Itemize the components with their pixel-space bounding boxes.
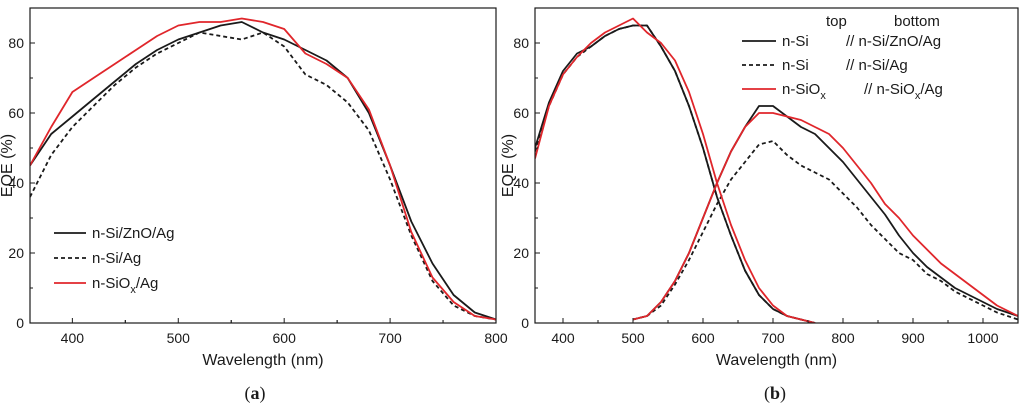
y-tick-label: 20: [8, 245, 24, 261]
panel-b-plot-frame: [534, 7, 1019, 324]
y-tick-label: 60: [8, 105, 24, 121]
x-tick-label: 500: [621, 330, 645, 346]
x-tick-label: 1000: [967, 330, 998, 346]
y-tick-label: 80: [8, 35, 24, 51]
panel-b-y-ticks: 0 20 40 60 80: [513, 35, 540, 331]
y-tick-label: 20: [513, 245, 529, 261]
y-tick-label: 60: [513, 105, 529, 121]
panel-a-chart: 400 500 600 700 800 0 20 40 60 80 Wavelength (nm…: [0, 7, 508, 404]
legend-label: n-Si/ZnO/Ag: [92, 225, 175, 242]
legend-header-bottom: bottom: [894, 13, 940, 30]
panel-b-x-axis-title: Wavelength (nm): [716, 352, 837, 369]
panel-b-label: (b): [764, 383, 786, 404]
y-tick-label: 0: [16, 315, 24, 331]
panel-a-x-ticks: 400 500 600 700 800: [61, 318, 508, 346]
panel-a-y-ticks: 0 20 40 60 80: [8, 35, 35, 331]
series-line-n-si-n-si-ag-top-: [535, 24, 816, 323]
legend-label: n-Si// n-Si/Ag: [782, 57, 908, 74]
legend-label: n-Si// n-Si/ZnO/Ag: [782, 33, 941, 50]
y-tick-label: 40: [513, 175, 529, 191]
series-line-n-si-n-si-ag-bottom-: [632, 140, 1018, 321]
x-tick-label: 900: [901, 330, 925, 346]
x-tick-label: 600: [691, 330, 715, 346]
panel-a-plot-frame: [29, 7, 497, 324]
series-line-n-siox-n-siox-ag-top-: [535, 17, 816, 323]
series-line-n-si-n-si-zno-ag-bottom-: [632, 105, 1018, 321]
x-tick-label: 600: [273, 330, 297, 346]
x-tick-label: 500: [167, 330, 191, 346]
panel-a-y-axis-title: EQE (%): [0, 134, 16, 197]
y-tick-label: 40: [8, 175, 24, 191]
x-tick-label: 400: [61, 330, 85, 346]
series-line-n-siox-n-siox-ag-bottom-: [632, 112, 1018, 321]
panel-a-legend: n-Si/ZnO/Ag n-Si/Ag n-SiOx/Ag: [54, 225, 175, 296]
series-line-n-si-n-si-zno-ag-top-: [535, 24, 816, 323]
legend-label: n-SiOx// n-SiOx/Ag: [782, 81, 943, 102]
x-tick-label: 800: [484, 330, 508, 346]
x-tick-label: 800: [831, 330, 855, 346]
panel-b-series-group: [535, 17, 1018, 323]
series-line-n-si-ag: [30, 31, 496, 321]
y-tick-label: 0: [521, 315, 529, 331]
panel-b-y-axis-title: EQE (%): [500, 134, 517, 197]
panel-b-legend: top bottom n-Si// n-Si/ZnO/Ag n-Si// n-Si/A…: [742, 13, 943, 102]
panel-a-series-group: [30, 17, 496, 321]
legend-header-top: top: [826, 13, 847, 30]
legend-label: n-Si/Ag: [92, 250, 141, 267]
x-tick-label: 400: [551, 330, 575, 346]
legend-label: n-SiOx/Ag: [92, 275, 158, 296]
x-tick-label: 700: [378, 330, 402, 346]
y-tick-label: 80: [513, 35, 529, 51]
panel-b-x-ticks: 400 500 600 700 800 900 1000: [551, 318, 999, 346]
panel-a-label: (a): [245, 383, 266, 404]
series-line-n-si-zno-ag: [30, 21, 496, 321]
x-tick-label: 700: [761, 330, 785, 346]
series-line-n-siox-ag: [30, 17, 496, 321]
panel-b-chart: 400 500 600 700 800 900 1000 0 20 40 60 80 Wavelen…: [500, 7, 1019, 404]
panel-a-x-axis-title: Wavelength (nm): [202, 352, 323, 369]
